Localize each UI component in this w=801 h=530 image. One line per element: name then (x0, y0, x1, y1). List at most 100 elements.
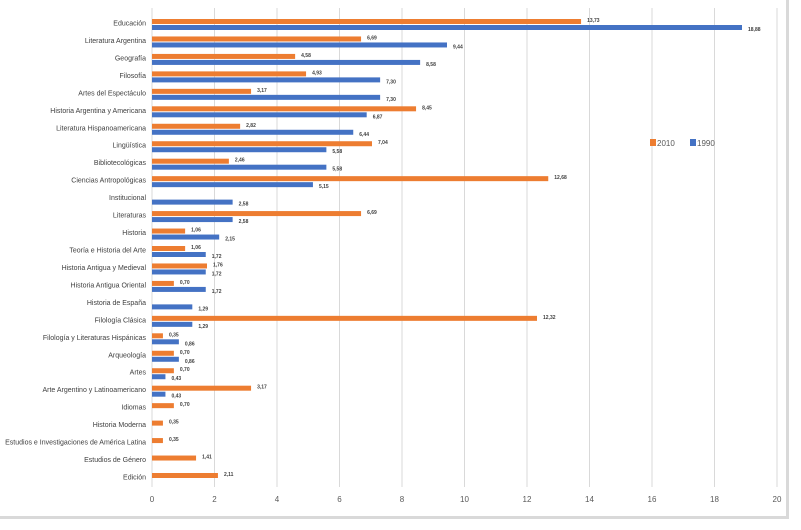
bar-2010 (152, 19, 582, 24)
bar-2010 (152, 88, 252, 94)
x-tick-label: 6 (337, 495, 342, 504)
x-tick-label: 18 (710, 495, 719, 504)
bar-2010 (152, 123, 241, 129)
data-label-2010: 0,70 (180, 280, 190, 286)
legend-label-2010: 2010 (657, 139, 675, 148)
category-label: Artes del Espectáculo (78, 90, 146, 97)
data-label-1990: 1,72 (212, 289, 222, 295)
category-label: Institucional (109, 195, 146, 202)
bar-1990 (152, 77, 381, 83)
x-tick-labels: 0 2 4 6 8 10 12 14 16 18 20 (150, 495, 782, 504)
bar-2010 (152, 315, 537, 321)
data-label-1990: 5,15 (319, 184, 329, 190)
data-label-2010: 0,70 (180, 367, 190, 373)
data-label-1990: 2,58 (239, 202, 249, 208)
bar-2010 (152, 228, 186, 234)
data-label-2010: 3,17 (257, 88, 267, 94)
bar-1990 (152, 164, 327, 170)
data-label-2010: 13,73 (587, 18, 600, 24)
bars: 13,73 18,88 6,69 9,44 4,58 8,58 4,93 7,30 3,17 7,… (152, 18, 761, 478)
data-label-2010: 3,17 (257, 385, 267, 391)
bar-2010 (152, 368, 174, 374)
data-label-1990: 0,43 (171, 376, 181, 382)
category-label: Filología y Literaturas Hispánicas (43, 335, 147, 342)
bar-1990 (152, 59, 421, 65)
bar-1990 (152, 147, 327, 153)
bar-2010 (152, 420, 163, 426)
bar-1990 (152, 112, 367, 118)
data-label-1990: 5,58 (332, 149, 342, 155)
bar-2010 (152, 280, 174, 286)
bar-2010 (152, 246, 186, 251)
category-label: Educación (113, 21, 146, 28)
data-label-1990: 18,88 (748, 27, 761, 33)
data-label-2010: 12,68 (554, 175, 567, 181)
category-label: Bibliotecológicas (94, 160, 147, 167)
x-tick-label: 20 (773, 495, 782, 504)
data-label-2010: 0,70 (180, 402, 190, 408)
data-label-1990: 9,44 (453, 44, 463, 50)
category-label: Estudios e Investigaciones de América La… (5, 440, 146, 447)
bar-2010 (152, 473, 218, 478)
x-tick-label: 2 (212, 495, 217, 504)
legend: 2010 1990 (650, 139, 715, 148)
bar-2010 (152, 333, 163, 339)
data-label-2010: 7,04 (378, 140, 388, 146)
bar-1990 (152, 129, 354, 135)
data-label-2010: 2,82 (246, 123, 256, 129)
category-label: Ciencias Antropológicas (71, 178, 146, 185)
data-label-2010: 0,35 (169, 332, 179, 338)
category-label: Literatura Argentina (85, 38, 146, 45)
bar-2010 (152, 106, 417, 112)
bar-1990 (152, 304, 193, 310)
bar-2010 (152, 455, 197, 461)
bar-2010 (152, 350, 174, 356)
bar-2010 (152, 141, 372, 147)
data-label-1990: 7,30 (386, 79, 396, 85)
data-label-1990: 6,44 (359, 132, 369, 138)
category-labels: Educación Literatura Argentina Geografía Fi… (5, 21, 146, 482)
bar-1990 (152, 234, 220, 240)
category-label: Idiomas (121, 405, 146, 412)
bar-1990 (152, 356, 179, 362)
data-label-2010: 2,11 (224, 472, 234, 478)
data-label-1990: 6,87 (373, 114, 383, 120)
bar-1990 (152, 286, 206, 292)
x-tick-label: 0 (150, 495, 155, 504)
data-label-1990: 2,58 (239, 219, 249, 225)
category-label: Estudios de Género (84, 457, 146, 464)
bar-1990 (152, 391, 166, 397)
category-label: Historia de España (87, 300, 146, 307)
bar-1990 (152, 339, 179, 345)
data-label-2010: 8,45 (422, 105, 432, 111)
data-label-1990: 0,86 (185, 341, 195, 347)
category-label: Literaturas (113, 213, 147, 220)
category-label: Historia Moderna (93, 422, 146, 429)
x-tick-label: 12 (523, 495, 532, 504)
data-label-1990: 1,29 (198, 306, 208, 312)
bar-1990 (152, 217, 233, 223)
data-label-1990: 1,29 (198, 324, 208, 330)
bar-1990 (152, 199, 233, 205)
category-label: Historia Argentina y Americana (50, 108, 146, 115)
category-label: Edición (123, 475, 146, 482)
bar-2010 (152, 53, 296, 59)
bar-1990 (152, 321, 193, 327)
x-tick-label: 14 (585, 495, 594, 504)
legend-swatch-2010 (650, 139, 656, 146)
data-label-1990: 0,43 (171, 394, 181, 400)
bar-2010 (152, 158, 229, 164)
bar-2010 (152, 176, 549, 182)
x-tick-label: 8 (400, 495, 405, 504)
chart-frame (0, 0, 789, 519)
data-label-2010: 0,70 (180, 350, 190, 356)
data-label-2010: 1,06 (191, 228, 201, 234)
category-label: Geografía (115, 55, 146, 62)
bar-1990 (152, 182, 313, 188)
bar-2010 (152, 438, 163, 444)
data-label-2010: 1,41 (202, 455, 212, 461)
bar-2010 (152, 71, 307, 77)
data-label-1990: 0,86 (185, 359, 195, 365)
category-label: Historia Antigua Oriental (71, 282, 147, 289)
